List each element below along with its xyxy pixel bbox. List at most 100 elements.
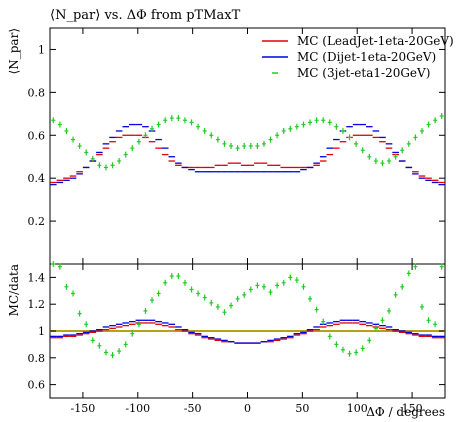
data-point: [334, 341, 339, 348]
data-point: [117, 158, 122, 165]
data-point: [367, 153, 372, 160]
data-point: [314, 306, 319, 313]
main-ticks: 0.2 0.4 0.6 0.8 1: [28, 28, 445, 264]
data-point: [406, 140, 411, 147]
data-point: [235, 295, 240, 302]
data-point: [321, 318, 326, 325]
data-point: [209, 299, 214, 306]
legend-item: MC (Dijet-1eta-20GeV): [262, 50, 436, 64]
data-point: [275, 132, 280, 139]
data-point: [301, 121, 306, 128]
data-point: [110, 162, 115, 169]
data-point: [123, 341, 128, 348]
data-point: [433, 117, 438, 124]
data-point: [176, 115, 181, 122]
legend-label: MC (LeadJet-1eta-20GeV): [297, 34, 454, 48]
ratio-panel: 0.6 0.8 1 1.2 1.4 -150 -100 -50 0 50 100 150 MC/dat…: [7, 261, 446, 415]
data-point: [156, 290, 161, 297]
data-point: [439, 263, 444, 270]
data-point: [393, 153, 398, 160]
data-point: [156, 121, 161, 128]
data-point: [222, 140, 227, 147]
y-tick-label: 1.4: [28, 271, 46, 284]
data-point: [71, 290, 76, 297]
data-point: [439, 112, 444, 119]
data-point: [433, 321, 438, 328]
data-point: [360, 147, 365, 154]
data-point: [229, 143, 234, 149]
data-point: [57, 121, 62, 128]
data-point: [308, 295, 313, 302]
legend-item: MC (LeadJet-1eta-20GeV): [262, 34, 454, 48]
data-point: [340, 127, 345, 134]
y-tick-label: 1: [38, 325, 45, 338]
data-point: [169, 273, 174, 280]
data-point: [340, 346, 345, 353]
x-label-text: ΔΦ / degrees: [366, 405, 445, 419]
data-point: [90, 337, 95, 344]
data-point: [196, 290, 201, 297]
title-text: ⟨N_par⟩ vs. ΔΦ from pTMaxT: [50, 8, 241, 23]
x-tick-label: 0: [244, 402, 251, 415]
data-point: [77, 143, 82, 149]
data-point: [71, 136, 76, 143]
x-axis: ΔΦ / degrees: [366, 405, 445, 419]
data-point: [255, 282, 260, 289]
y-tick-label: 0.4: [28, 172, 46, 185]
data-point: [64, 127, 69, 134]
data-point: [57, 263, 62, 270]
legend: MC (LeadJet-1eta-20GeV) MC (Dijet-1eta-20…: [262, 34, 454, 80]
data-point: [419, 303, 424, 310]
data-point: [354, 349, 359, 356]
series-mc-3jet-eta1-20gev-: [51, 261, 444, 359]
data-point: [387, 158, 392, 165]
data-point: [281, 279, 286, 286]
data-point: [261, 283, 266, 290]
data-point: [301, 283, 306, 290]
data-point: [268, 289, 273, 296]
data-point: [367, 337, 372, 344]
y-axis-label-main: ⟨N_par⟩: [7, 28, 21, 74]
data-point: [110, 352, 115, 359]
data-point: [426, 317, 431, 324]
ratio-series: [50, 261, 445, 359]
data-point: [248, 286, 253, 293]
legend-label: MC (Dijet-1eta-20GeV): [297, 50, 436, 64]
y-label-text: ⟨N_par⟩: [7, 28, 21, 74]
data-point: [77, 310, 82, 317]
y-tick-label: 0.6: [28, 379, 46, 392]
data-point: [189, 286, 194, 293]
y-axis-label-ratio: MC/data: [7, 264, 21, 316]
data-point: [202, 127, 207, 134]
data-point: [235, 145, 240, 152]
data-point: [215, 136, 220, 143]
x-tick-label: -150: [71, 402, 96, 415]
data-point: [413, 134, 418, 141]
data-point: [281, 127, 286, 134]
data-point: [387, 307, 392, 314]
data-point: [117, 348, 122, 355]
series-mc-3jet-eta1-20gev-: [51, 112, 444, 171]
legend-label: MC (3jet-eta1-20GeV): [297, 66, 430, 80]
series-mc-dijet-1eta-20gev-: [50, 123, 445, 186]
x-tick-label: 50: [295, 402, 309, 415]
y-tick-label: 0.8: [28, 352, 46, 365]
data-point: [136, 138, 141, 145]
data-point: [380, 160, 385, 167]
data-point: [255, 143, 260, 149]
data-point: [123, 151, 128, 158]
data-point: [288, 274, 293, 281]
x-tick-label: 150: [402, 402, 423, 415]
data-point: [308, 119, 313, 126]
data-point: [176, 273, 181, 280]
y-tick-label: 0.2: [28, 215, 46, 228]
data-point: [196, 123, 201, 130]
data-point: [84, 321, 89, 328]
data-point: [406, 270, 411, 277]
data-point: [294, 123, 299, 130]
data-point: [327, 119, 332, 126]
data-point: [380, 317, 385, 324]
data-point: [321, 117, 326, 124]
data-point: [327, 333, 332, 340]
data-point: [426, 121, 431, 128]
